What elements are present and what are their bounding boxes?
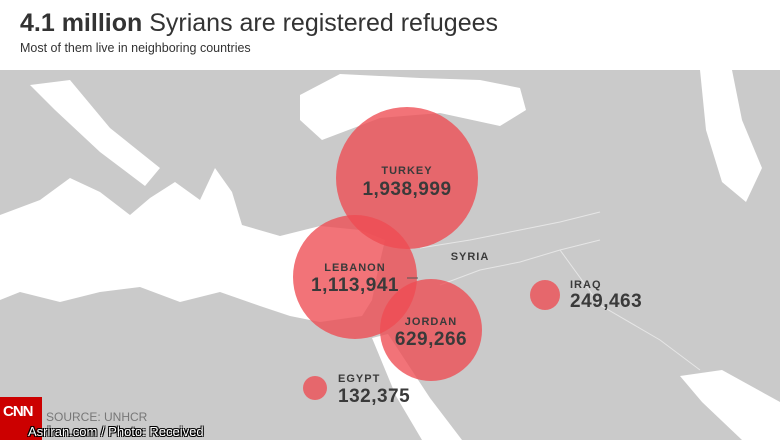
black-sea: [300, 74, 526, 140]
title-rest: Syrians are registered refugees: [142, 9, 499, 37]
page-title: 4.1 million Syrians are registered refug…: [20, 9, 498, 38]
persian-gulf: [680, 370, 780, 440]
label-syria: SYRIA: [451, 251, 490, 263]
caspian-sea: [700, 70, 762, 202]
label-jordan: JORDAN: [405, 316, 457, 328]
bubble-iraq[interactable]: [530, 280, 560, 310]
bubbles: [293, 107, 560, 400]
value-egypt: 132,375: [338, 386, 410, 407]
bubble-turkey[interactable]: [336, 107, 478, 249]
bubble-egypt[interactable]: [303, 376, 327, 400]
value-iraq: 249,463: [570, 291, 642, 312]
label-lebanon: LEBANON: [324, 262, 385, 274]
title-highlight: 4.1 million: [20, 9, 143, 37]
photo-credit: Asriran.com / Photo: Received: [28, 424, 204, 439]
value-lebanon: 1,113,941: [311, 275, 399, 296]
logo-text: CNN: [3, 403, 33, 420]
borders: [419, 211, 701, 371]
value-turkey: 1,938,999: [362, 179, 451, 200]
mediterranean-sea: [0, 168, 385, 322]
label-turkey: TURKEY: [381, 165, 432, 177]
label-egypt: EGYPT: [338, 373, 380, 385]
adriatic-sea: [30, 80, 160, 186]
label-iraq: IRAQ: [570, 279, 602, 291]
cnn-logo: CNN: [0, 397, 42, 440]
bubble-jordan[interactable]: [380, 279, 482, 381]
source-note: SOURCE: UNHCR: [46, 410, 148, 424]
seas: [0, 70, 780, 440]
subtitle: Most of them live in neighboring countri…: [20, 41, 251, 55]
value-jordan: 629,266: [395, 329, 467, 350]
